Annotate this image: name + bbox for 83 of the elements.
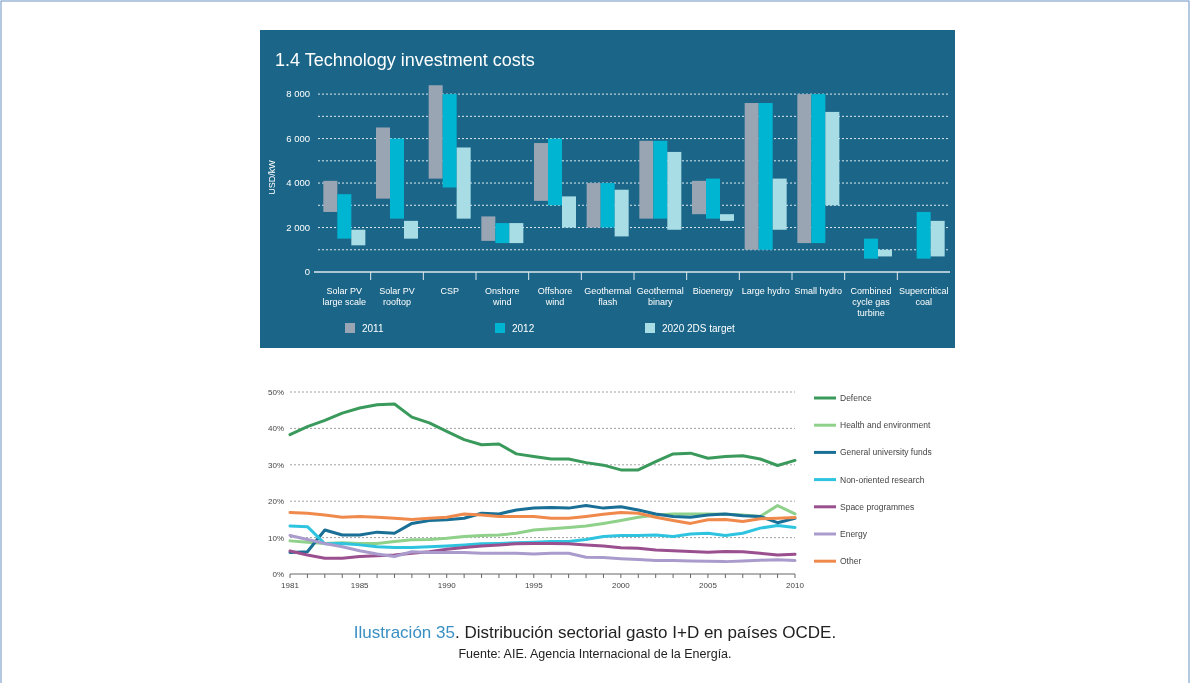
bar: [720, 214, 734, 221]
bar: [825, 111, 840, 206]
x-tick-label: Solar PV rooftop: [379, 286, 415, 307]
bar: [456, 147, 471, 219]
legend-label: Space programmes: [840, 501, 915, 512]
bar: [323, 180, 338, 212]
x-tick-label: Geothermal binary: [636, 286, 684, 307]
legend-label: Other: [840, 556, 862, 567]
bar: [797, 94, 812, 244]
bar: [614, 189, 629, 237]
bar: [864, 238, 878, 259]
legend-label: Energy: [840, 529, 868, 539]
bar: [916, 211, 931, 259]
x-tick-label: Onshore wind: [485, 286, 520, 307]
y-tick-label: 0: [304, 266, 310, 277]
bar: [442, 94, 457, 188]
bar: [351, 229, 366, 246]
y-tick-label: 40%: [267, 424, 284, 434]
x-tick-label: Combined cycle gas turbine: [850, 286, 892, 318]
x-tick-label: 1981: [281, 581, 300, 590]
bar: [744, 103, 759, 250]
x-tick-label: 2010: [786, 581, 805, 590]
bar: [404, 220, 418, 239]
bar: [481, 216, 496, 241]
line-series: [288, 541, 797, 560]
y-tick-label: 20%: [267, 497, 284, 507]
bar: [692, 180, 706, 215]
y-tick-label: 50%: [267, 388, 284, 397]
x-tick-label: Solar PV large scale: [322, 286, 367, 307]
bar: [562, 196, 576, 228]
bar: [548, 138, 562, 206]
x-tick-label: Bioenergy: [692, 286, 734, 296]
bar: [534, 143, 548, 201]
legend-label: 2011: [362, 323, 384, 334]
bar: [600, 183, 615, 228]
bar: [639, 140, 654, 219]
bar: [495, 223, 510, 244]
line-series: [288, 533, 797, 564]
bar: [653, 140, 668, 219]
legend-label: 2020 2DS target: [662, 323, 736, 334]
source-note: Fuente: AIE. Agencia Internacional de la Energía.: [458, 647, 732, 661]
x-tick-label: Large hydro: [741, 286, 790, 296]
y-tick-label: 2 000: [286, 221, 310, 233]
bar: [586, 183, 601, 228]
x-tick-label: Supercritical coal: [898, 286, 949, 307]
y-tick-label: 30%: [267, 460, 284, 470]
bar: [772, 178, 787, 230]
x-tick-label: Small hydro: [794, 286, 843, 296]
x-tick-label: Offshore wind: [537, 286, 573, 307]
x-tick-label: CSP: [440, 286, 459, 296]
bar: [428, 85, 443, 179]
bar: [667, 151, 682, 230]
chart-title: 1.4 Technology investment costs: [275, 50, 535, 70]
bar: [376, 127, 390, 199]
x-tick-label: 2000: [611, 581, 631, 590]
y-axis-title: USD/kW: [267, 159, 277, 195]
bar: [811, 94, 826, 244]
y-tick-label: 8 000: [286, 88, 310, 100]
y-tick-label: 10%: [267, 533, 284, 543]
x-tick-label: 1990: [437, 581, 457, 590]
text: Ilustración 35. Distribución sectorial gasto I+D en países OCDE.: [353, 623, 837, 642]
line-series: [288, 510, 797, 525]
x-tick-label: 2005: [699, 581, 718, 590]
legend-label: Health and environment: [840, 420, 931, 431]
x-tick-label: Geothermal flash: [584, 286, 632, 307]
legend-label: 2012: [512, 323, 535, 334]
y-tick-label: 0%: [272, 570, 284, 579]
y-tick-label: 4 000: [286, 177, 310, 189]
bar: [509, 223, 524, 244]
bar: [930, 220, 945, 257]
legend-label: General university funds: [840, 447, 932, 458]
bar: [337, 194, 352, 239]
line-series: [288, 402, 797, 472]
line-series: [288, 504, 797, 555]
bar: [758, 103, 773, 250]
bar: [878, 249, 892, 257]
x-tick-label: 1985: [350, 581, 370, 590]
bar: [390, 138, 404, 219]
x-tick-label: 1995: [524, 581, 544, 590]
legend-label: Defence: [840, 393, 872, 403]
y-tick-label: 6 000: [286, 132, 310, 144]
legend-label: Non-oriented research: [840, 474, 925, 485]
bar: [706, 178, 720, 219]
